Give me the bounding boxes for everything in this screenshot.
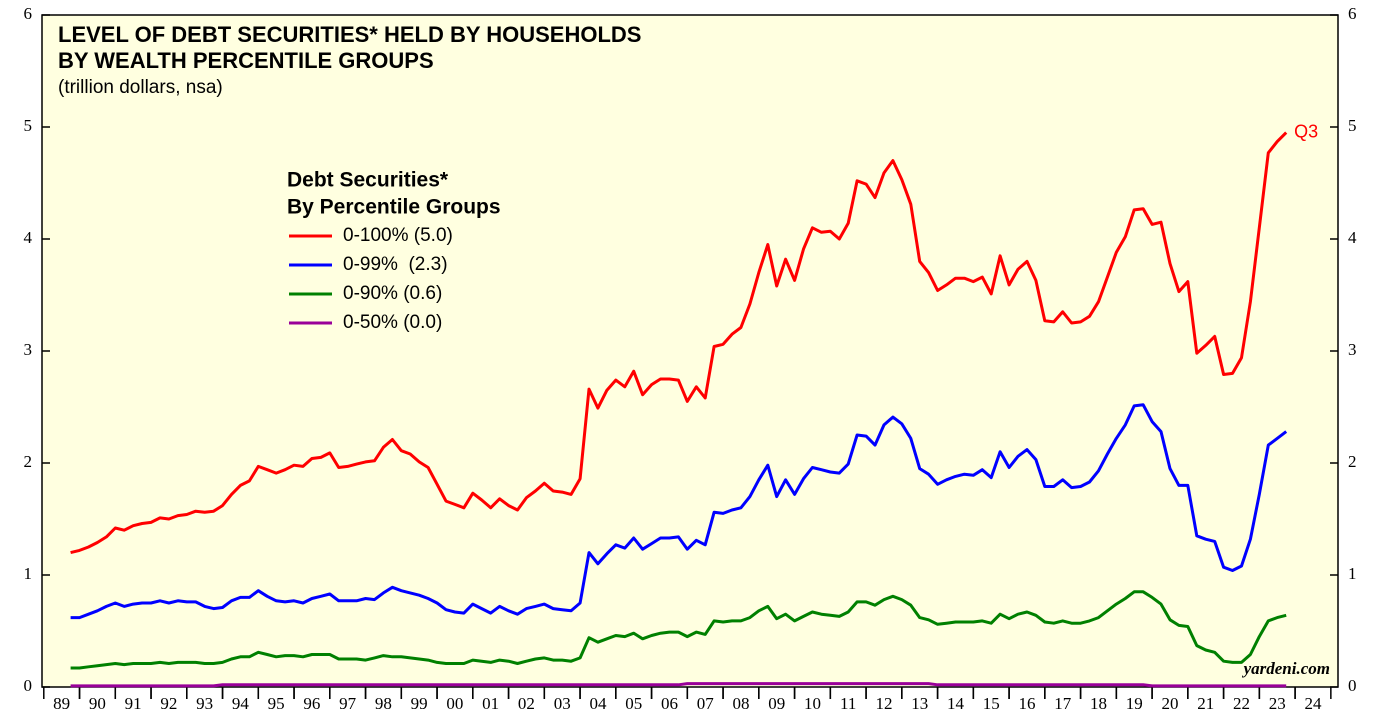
legend-label: 0-100% (5.0) bbox=[343, 225, 453, 246]
legend-label: 0-99% (2.3) bbox=[343, 254, 448, 275]
x-tick-label: 16 bbox=[1018, 694, 1035, 713]
x-tick-label: 96 bbox=[303, 694, 320, 713]
y-tick-label: 5 bbox=[24, 116, 33, 135]
legend-label: 0-50% (0.0) bbox=[343, 312, 442, 333]
chart-title: BY WEALTH PERCENTILE GROUPS bbox=[58, 48, 434, 73]
x-tick-label: 91 bbox=[125, 694, 142, 713]
plot-area bbox=[41, 14, 1339, 688]
x-tick-label: 00 bbox=[446, 694, 463, 713]
x-tick-label: 92 bbox=[160, 694, 177, 713]
line-series bbox=[70, 403, 1288, 620]
x-tick-label: 10 bbox=[804, 694, 821, 713]
x-tick-label: 13 bbox=[911, 694, 928, 713]
x-tick-label: 23 bbox=[1269, 694, 1286, 713]
x-tick-label: 22 bbox=[1233, 694, 1250, 713]
line-series bbox=[70, 682, 1287, 688]
legend-title: By Percentile Groups bbox=[287, 196, 501, 219]
x-tick-label: 14 bbox=[947, 694, 965, 713]
x-tick-label: 12 bbox=[875, 694, 892, 713]
chart-subtitle: (trillion dollars, nsa) bbox=[58, 77, 223, 98]
y-tick-label: 2 bbox=[24, 452, 33, 471]
x-tick-label: 24 bbox=[1304, 694, 1322, 713]
annotation: Q3 bbox=[1294, 121, 1318, 141]
legend-title: Debt Securities* bbox=[287, 169, 449, 192]
x-tick-label: 08 bbox=[732, 694, 749, 713]
x-tick-label: 97 bbox=[339, 694, 357, 713]
chart-title: LEVEL OF DEBT SECURITIES* HELD BY HOUSEH… bbox=[58, 22, 641, 47]
line-series bbox=[70, 131, 1288, 555]
x-tick-label: 04 bbox=[589, 694, 607, 713]
x-tick-label: 03 bbox=[554, 694, 571, 713]
x-tick-label: 15 bbox=[983, 694, 1000, 713]
y2-tick-label: 5 bbox=[1348, 116, 1357, 135]
y-tick-label: 4 bbox=[24, 228, 33, 247]
x-tick-label: 01 bbox=[482, 694, 499, 713]
x-tick-label: 90 bbox=[89, 694, 106, 713]
y2-tick-label: 2 bbox=[1348, 452, 1357, 471]
x-tick-label: 17 bbox=[1054, 694, 1072, 713]
x-tick-label: 21 bbox=[1197, 694, 1214, 713]
x-tick-label: 99 bbox=[411, 694, 428, 713]
x-tick-label: 06 bbox=[661, 694, 678, 713]
x-tick-label: 02 bbox=[518, 694, 535, 713]
x-tick-label: 18 bbox=[1090, 694, 1107, 713]
y2-tick-label: 0 bbox=[1348, 676, 1357, 695]
y2-tick-label: 1 bbox=[1348, 564, 1357, 583]
x-tick-label: 89 bbox=[53, 694, 70, 713]
x-tick-label: 07 bbox=[697, 694, 715, 713]
legend-label: 0-90% (0.6) bbox=[343, 283, 442, 304]
x-tick-label: 09 bbox=[768, 694, 785, 713]
y2-tick-label: 4 bbox=[1348, 228, 1357, 247]
y-tick-label: 3 bbox=[24, 340, 33, 359]
x-tick-label: 93 bbox=[196, 694, 213, 713]
x-tick-label: 98 bbox=[375, 694, 392, 713]
x-tick-label: 19 bbox=[1126, 694, 1143, 713]
y-tick-label: 6 bbox=[24, 4, 33, 23]
x-tick-label: 95 bbox=[268, 694, 285, 713]
watermark: yardeni.com bbox=[1242, 659, 1330, 678]
x-tick-label: 11 bbox=[840, 694, 856, 713]
x-tick-label: 20 bbox=[1161, 694, 1178, 713]
y2-tick-label: 3 bbox=[1348, 340, 1357, 359]
x-tick-label: 94 bbox=[232, 694, 250, 713]
line-series bbox=[70, 590, 1287, 670]
y2-tick-label: 6 bbox=[1348, 4, 1357, 23]
y-tick-label: 0 bbox=[24, 676, 33, 695]
x-tick-label: 05 bbox=[625, 694, 642, 713]
y-tick-label: 1 bbox=[24, 564, 33, 583]
